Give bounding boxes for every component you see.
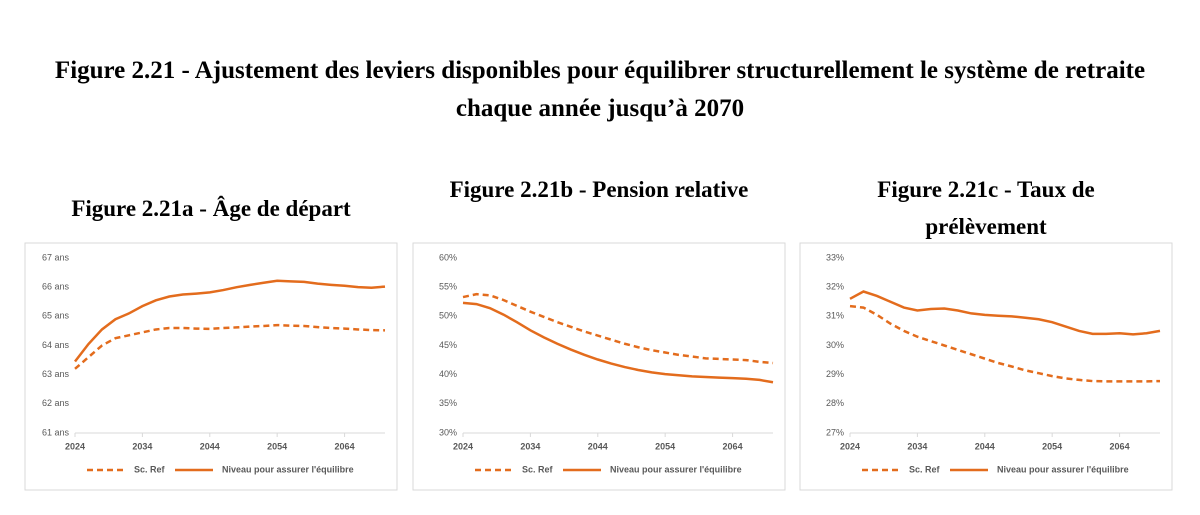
chart-title: Figure 2.21a - Âge de départ xyxy=(71,196,351,221)
y-tick-label: 61 ans xyxy=(42,427,70,437)
x-tick-label: 2034 xyxy=(520,441,540,451)
figure-title: Figure 2.21 - Ajustement des leviers dis… xyxy=(54,57,1146,122)
chart-title: Figure 2.21c - Taux de prélèvement xyxy=(877,177,1095,239)
x-tick-label: 2044 xyxy=(588,441,608,451)
y-tick-label: 66 ans xyxy=(42,282,70,292)
series-line xyxy=(849,304,1161,383)
x-tick-label: 2024 xyxy=(840,441,860,451)
y-tick-label: 50% xyxy=(439,311,457,321)
chart-frame xyxy=(24,242,398,491)
chart-title: Figure 2.21b - Pension relative xyxy=(449,177,749,202)
legend-label: Sc. Ref xyxy=(134,464,166,474)
legend-label: Sc. Ref xyxy=(909,464,941,474)
chart-frame xyxy=(412,242,786,491)
y-tick-label: 30% xyxy=(439,427,457,437)
y-tick-label: 28% xyxy=(826,398,844,408)
x-tick-label: 2034 xyxy=(132,441,152,451)
x-tick-label: 2034 xyxy=(907,441,927,451)
chart-frame xyxy=(799,242,1173,491)
series-line xyxy=(849,290,1161,336)
y-tick-label: 27% xyxy=(826,427,844,437)
legend-label: Niveau pour assurer l'équilibre xyxy=(222,464,354,474)
legend-label: Niveau pour assurer l'équilibre xyxy=(997,464,1129,474)
x-tick-label: 2054 xyxy=(267,441,287,451)
y-tick-label: 30% xyxy=(826,340,844,350)
y-tick-label: 55% xyxy=(439,282,457,292)
series-line xyxy=(74,323,386,370)
x-tick-label: 2064 xyxy=(723,441,743,451)
series-line xyxy=(462,292,774,365)
legend-label: Sc. Ref xyxy=(522,464,554,474)
x-tick-label: 2054 xyxy=(655,441,675,451)
y-tick-label: 65 ans xyxy=(42,311,70,321)
y-tick-label: 63 ans xyxy=(42,369,70,379)
x-tick-label: 2064 xyxy=(1110,441,1130,451)
x-tick-label: 2024 xyxy=(453,441,473,451)
x-tick-label: 2064 xyxy=(335,441,355,451)
y-tick-label: 45% xyxy=(439,340,457,350)
y-tick-label: 35% xyxy=(439,398,457,408)
x-tick-label: 2044 xyxy=(975,441,995,451)
y-tick-label: 31% xyxy=(826,311,844,321)
legend-label: Niveau pour assurer l'équilibre xyxy=(610,464,742,474)
y-tick-label: 62 ans xyxy=(42,398,70,408)
x-tick-label: 2024 xyxy=(65,441,85,451)
series-line xyxy=(462,301,774,384)
y-tick-label: 32% xyxy=(826,282,844,292)
y-tick-label: 33% xyxy=(826,252,844,262)
y-tick-label: 40% xyxy=(439,369,457,379)
x-tick-label: 2044 xyxy=(200,441,220,451)
x-tick-label: 2054 xyxy=(1042,441,1062,451)
y-tick-label: 60% xyxy=(439,252,457,262)
series-line xyxy=(74,279,386,363)
y-tick-label: 29% xyxy=(826,369,844,379)
y-tick-label: 64 ans xyxy=(42,340,70,350)
y-tick-label: 67 ans xyxy=(42,252,70,262)
